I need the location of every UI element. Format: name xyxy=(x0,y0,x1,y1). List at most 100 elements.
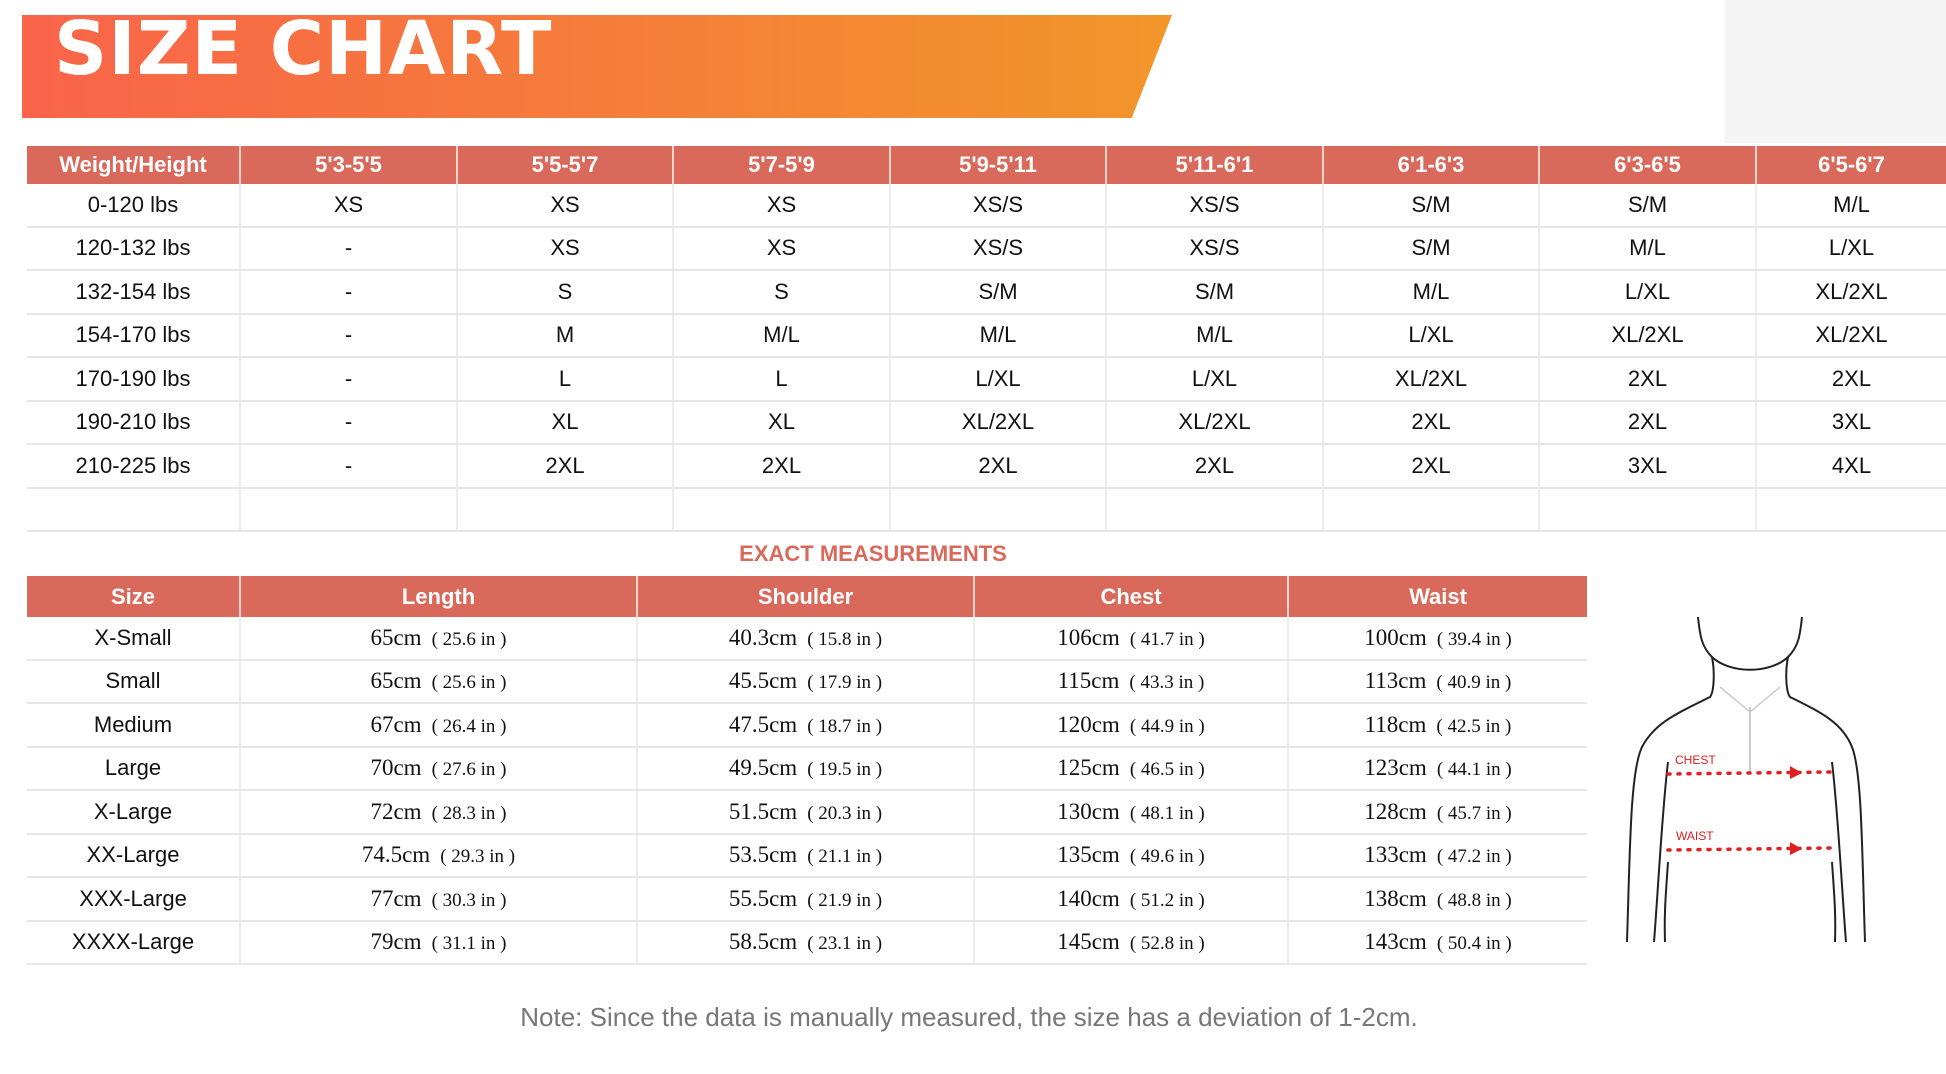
inch-value: ( 15.8 in ) xyxy=(807,628,883,650)
column-header: Shoulder xyxy=(637,576,975,617)
inch-value: ( 21.9 in ) xyxy=(807,889,883,911)
cm-value: 45.5cm xyxy=(728,668,798,694)
size-cell: 3XL xyxy=(1539,444,1757,489)
inch-value: ( 30.3 in ) xyxy=(431,889,507,911)
measurement-cell: 77cm ( 30.3 in ) xyxy=(240,877,638,922)
table-row: 154-170 lbs - M M/L M/L M/L L/XL XL/2XL XL/2XL xyxy=(27,313,1946,358)
cm-value: 51.5cm xyxy=(728,798,798,824)
size-cell: - xyxy=(240,313,458,358)
table-row: X-Small 65cm ( 25.6 in ) 40.3cm ( 15.8 in ) 1… xyxy=(27,617,1587,661)
column-header: 6'3-6'5 xyxy=(1539,146,1757,184)
size-cell: 3XL xyxy=(1756,400,1946,445)
table-row: Medium 67cm ( 26.4 in ) 47.5cm ( 18.7 in ) 12… xyxy=(27,703,1587,748)
inch-value: ( 44.1 in ) xyxy=(1436,759,1512,781)
size-name-cell: Large xyxy=(27,746,241,791)
measurement-cell: 47.5cm ( 18.7 in ) xyxy=(637,703,975,748)
measurement-cell: 125cm ( 46.5 in ) xyxy=(974,746,1289,791)
cm-value: 77cm xyxy=(370,885,422,911)
table-row: Large 70cm ( 27.6 in ) 49.5cm ( 19.5 in ) 125… xyxy=(27,746,1587,791)
cm-value: 65cm xyxy=(370,668,422,694)
measurement-cell: 143cm ( 50.4 in ) xyxy=(1288,920,1587,965)
size-cell: L/XL xyxy=(1539,270,1757,315)
size-cell: - xyxy=(240,444,458,489)
measurement-cell: 49.5cm ( 19.5 in ) xyxy=(637,746,975,791)
table-row: XX-Large 74.5cm ( 29.3 in ) 53.5cm ( 21.1 in… xyxy=(27,833,1587,878)
table-row: 120-132 lbs - XS XS XS/S XS/S S/M M/L L/XL xyxy=(27,226,1946,271)
measurement-cell: 115cm ( 43.3 in ) xyxy=(974,659,1289,704)
table-row: XXXX-Large 79cm ( 31.1 in ) 58.5cm ( 23.1 in… xyxy=(27,920,1587,965)
size-name-cell: Small xyxy=(27,659,241,704)
measurement-cell: 72cm ( 28.3 in ) xyxy=(240,790,638,835)
weight-range-cell: 154-170 lbs xyxy=(27,313,241,358)
cm-value: 79cm xyxy=(370,929,422,955)
cm-value: 133cm xyxy=(1364,842,1427,868)
table-row: X-Large 72cm ( 28.3 in ) 51.5cm ( 20.3 in ) 1… xyxy=(27,790,1587,835)
measurement-cell: 138cm ( 48.8 in ) xyxy=(1288,877,1587,922)
weight-height-size-table: Weight/Height 5'3-5'5 5'5-5'7 5'7-5'9 5'9-5'… xyxy=(27,146,1946,532)
cm-value: 120cm xyxy=(1057,711,1120,737)
cm-value: 70cm xyxy=(370,755,422,781)
table-row: Small 65cm ( 25.6 in ) 45.5cm ( 17.9 in ) 115… xyxy=(27,659,1587,704)
inch-value: ( 44.9 in ) xyxy=(1129,715,1205,737)
waist-measure-line: WAIST xyxy=(1666,829,1834,855)
column-header: Size xyxy=(27,576,241,617)
size-cell: XS/S xyxy=(1106,226,1324,271)
chest-measure-line: CHEST xyxy=(1666,753,1834,779)
gray-background-panel xyxy=(1725,0,1946,143)
inch-value: ( 26.4 in ) xyxy=(431,715,507,737)
measurement-cell: 45.5cm ( 17.9 in ) xyxy=(637,659,975,704)
size-cell: 2XL xyxy=(1756,357,1946,402)
cm-value: 65cm xyxy=(370,624,422,650)
size-cell: 4XL xyxy=(1756,444,1946,489)
measurement-cell: 113cm ( 40.9 in ) xyxy=(1288,659,1587,704)
measurement-cell: 51.5cm ( 20.3 in ) xyxy=(637,790,975,835)
measurement-cell: 65cm ( 25.6 in ) xyxy=(240,617,638,661)
size-cell: 2XL xyxy=(1106,444,1324,489)
size-cell: L/XL xyxy=(1756,226,1946,271)
inch-value: ( 21.1 in ) xyxy=(807,846,883,868)
cm-value: 40.3cm xyxy=(728,624,798,650)
cm-value: 74.5cm xyxy=(361,842,431,868)
inch-value: ( 18.7 in ) xyxy=(807,715,883,737)
size-cell xyxy=(673,487,891,532)
size-cell: S/M xyxy=(1323,226,1540,271)
inch-value: ( 40.9 in ) xyxy=(1436,672,1512,694)
column-header: 5'11-6'1 xyxy=(1106,146,1324,184)
measurement-cell: 65cm ( 25.6 in ) xyxy=(240,659,638,704)
size-cell: S/M xyxy=(1539,184,1757,228)
size-cell: XL xyxy=(457,400,674,445)
size-cell: XL/2XL xyxy=(890,400,1107,445)
exact-measurements-table: Size Length Shoulder Chest Waist X-Small 65cm… xyxy=(27,576,1587,965)
inch-value: ( 46.5 in ) xyxy=(1129,759,1205,781)
weight-range-cell: 0-120 lbs xyxy=(27,184,241,228)
inch-value: ( 47.2 in ) xyxy=(1436,846,1512,868)
size-cell: M/L xyxy=(1539,226,1757,271)
size-chart-banner xyxy=(22,15,1172,118)
cm-value: 72cm xyxy=(370,798,422,824)
measurement-cell: 55.5cm ( 21.9 in ) xyxy=(637,877,975,922)
inch-value: ( 20.3 in ) xyxy=(807,802,883,824)
size-cell: - xyxy=(240,226,458,271)
inch-value: ( 52.8 in ) xyxy=(1129,933,1205,955)
size-cell xyxy=(1756,487,1946,532)
inch-value: ( 48.8 in ) xyxy=(1436,889,1512,911)
waist-label: WAIST xyxy=(1676,829,1714,843)
inch-value: ( 31.1 in ) xyxy=(431,933,507,955)
size-cell: - xyxy=(240,270,458,315)
size-cell xyxy=(1323,487,1540,532)
size-cell: XL/2XL xyxy=(1756,270,1946,315)
chest-label: CHEST xyxy=(1675,753,1716,767)
inch-value: ( 39.4 in ) xyxy=(1436,628,1512,650)
column-header: Length xyxy=(240,576,638,617)
inch-value: ( 48.1 in ) xyxy=(1129,802,1205,824)
size-cell: XS/S xyxy=(890,226,1107,271)
size-cell: XS xyxy=(457,184,674,228)
size-name-cell: XXXX-Large xyxy=(27,920,241,965)
column-header: 5'7-5'9 xyxy=(673,146,891,184)
table-row: 132-154 lbs - S S S/M S/M M/L L/XL XL/2XL xyxy=(27,270,1946,315)
column-header: Waist xyxy=(1288,576,1587,617)
size-cell: L/XL xyxy=(1323,313,1540,358)
body-measurement-figure: CHEST WAIST xyxy=(1626,616,1866,943)
measurement-cell: 120cm ( 44.9 in ) xyxy=(974,703,1289,748)
size-name-cell: X-Small xyxy=(27,617,241,661)
